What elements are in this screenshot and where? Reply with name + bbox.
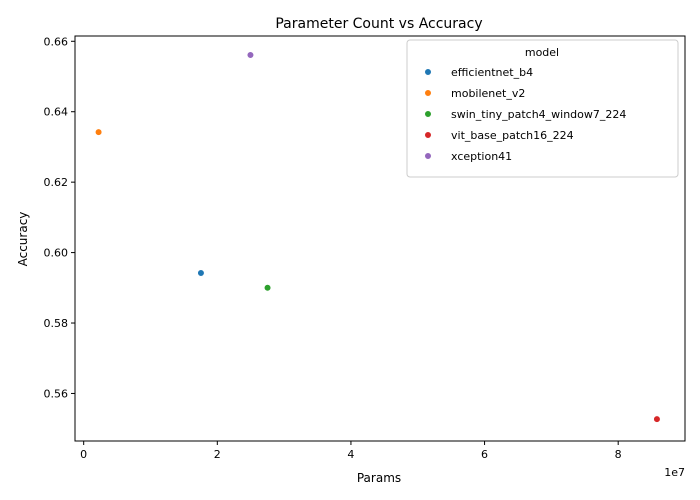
legend-marker (424, 131, 432, 139)
legend: model efficientnet_b4 mobilenet_v2 swin_ti… (406, 39, 679, 178)
y-axis-ticks: 0.56 0.58 0.60 0.62 0.64 0.66 (44, 35, 75, 400)
y-axis-label: Accuracy (16, 212, 30, 267)
legend-marker (424, 68, 432, 76)
legend-title: model (525, 46, 559, 59)
x-tick-label: 8 (615, 448, 622, 461)
legend-marker (424, 110, 432, 118)
legend-box (406, 39, 679, 178)
y-tick-label: 0.66 (44, 35, 69, 48)
legend-items: efficientnet_b4 mobilenet_v2 swin_tiny_pat… (424, 66, 626, 163)
x-tick-label: 0 (80, 448, 87, 461)
x-tick-label: 2 (214, 448, 221, 461)
y-tick-label: 0.60 (44, 247, 69, 260)
data-point (197, 269, 205, 277)
y-tick-label: 0.64 (44, 106, 69, 119)
y-tick-label: 0.58 (44, 317, 69, 330)
y-tick-label: 0.62 (44, 176, 69, 189)
x-axis-ticks: 0 2 4 6 8 (80, 441, 622, 461)
legend-entry-label: mobilenet_v2 (451, 87, 525, 100)
plot-frame (74, 35, 686, 442)
data-points (94, 51, 661, 423)
data-point (263, 284, 272, 292)
legend-entry-label: efficientnet_b4 (451, 66, 533, 79)
y-tick-label: 0.56 (44, 387, 69, 400)
legend-entry-label: swin_tiny_patch4_window7_224 (451, 108, 626, 121)
x-tick-label: 6 (481, 448, 488, 461)
x-tick-label: 4 (347, 448, 354, 461)
legend-entry-label: xception41 (451, 150, 512, 163)
chart-title: Parameter Count vs Accuracy (275, 16, 482, 32)
data-point (246, 51, 255, 59)
legend-entry-label: vit_base_patch16_224 (451, 129, 574, 142)
x-axis-label: Params (357, 471, 401, 485)
legend-marker (424, 89, 432, 97)
x-axis-offset-label: 1e7 (664, 466, 685, 479)
data-point (653, 415, 661, 423)
data-point (94, 128, 103, 136)
plot-area (74, 35, 686, 442)
legend-marker (424, 152, 432, 160)
